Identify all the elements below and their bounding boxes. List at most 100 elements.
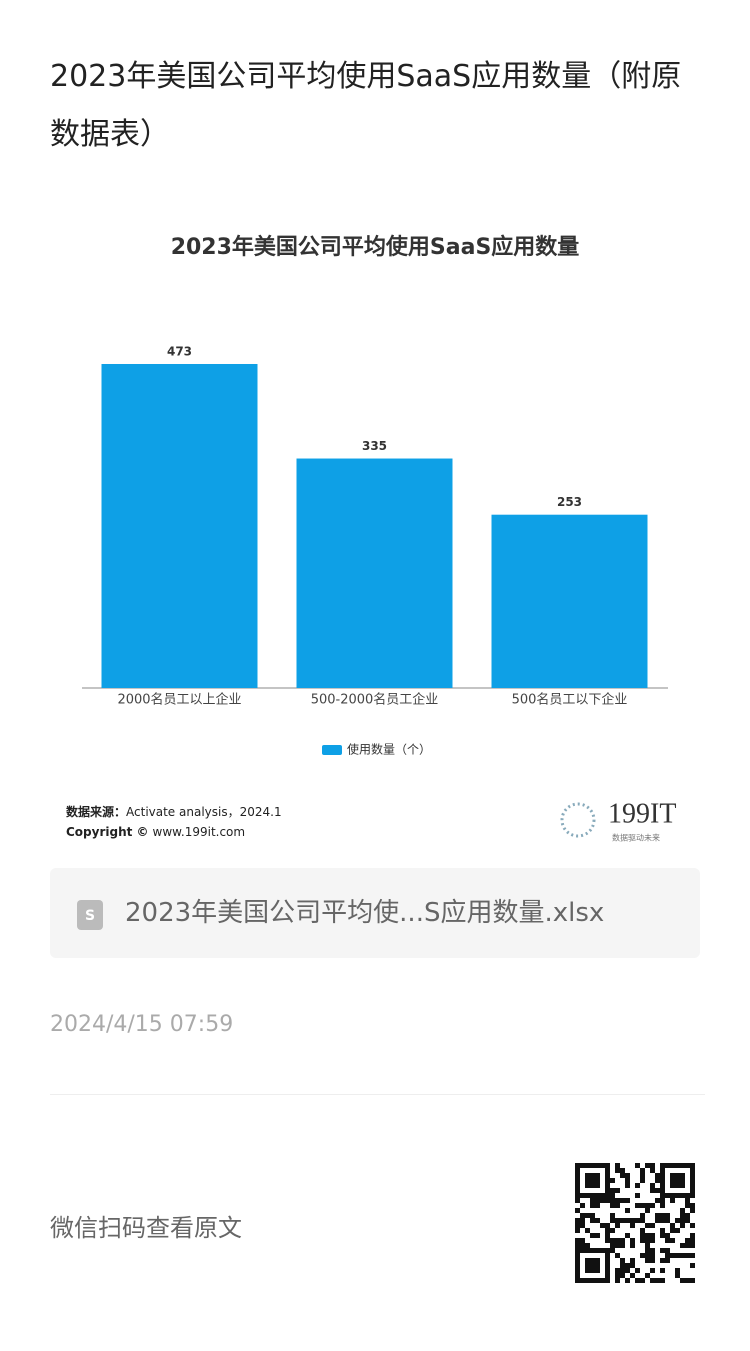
- qr-cell: [660, 1268, 665, 1273]
- qr-cell: [630, 1218, 635, 1223]
- logo-slogan: 数据驱动未来: [612, 833, 660, 843]
- qr-cell: [620, 1273, 625, 1278]
- qr-cell: [645, 1258, 650, 1263]
- qr-finder: [575, 1248, 610, 1283]
- qr-cell: [635, 1193, 640, 1198]
- qr-cell: [690, 1233, 695, 1238]
- legend-label: 使用数量（个）: [347, 742, 431, 757]
- qr-cell: [625, 1263, 630, 1268]
- qr-cell: [640, 1238, 645, 1243]
- file-icon: S: [77, 900, 103, 930]
- qr-cell: [610, 1203, 615, 1208]
- qr-cell: [615, 1198, 620, 1203]
- qr-cell: [650, 1258, 655, 1263]
- qr-cell: [625, 1178, 630, 1183]
- qr-cell: [690, 1223, 695, 1228]
- qr-cell: [645, 1163, 650, 1168]
- logo-text: 199IT: [608, 798, 676, 829]
- qr-cell: [660, 1258, 665, 1263]
- qr-cell: [685, 1213, 690, 1218]
- qr-cell: [575, 1223, 580, 1228]
- qr-finder: [670, 1173, 685, 1188]
- qr-cell: [655, 1213, 660, 1218]
- qr-cell: [620, 1258, 625, 1263]
- qr-cell: [650, 1203, 655, 1208]
- qr-cell: [630, 1238, 635, 1243]
- qr-cell: [680, 1218, 685, 1223]
- qr-cell: [640, 1168, 645, 1173]
- qr-cell: [610, 1248, 615, 1253]
- qr-cell: [585, 1243, 590, 1248]
- qr-cell: [645, 1208, 650, 1213]
- qr-cell: [670, 1238, 675, 1243]
- qr-cell: [580, 1223, 585, 1228]
- qr-cell: [585, 1213, 590, 1218]
- qr-cell: [645, 1238, 650, 1243]
- qr-cell: [660, 1228, 665, 1233]
- qr-cell: [580, 1213, 585, 1218]
- qr-cell: [685, 1238, 690, 1243]
- qr-cell: [575, 1228, 580, 1233]
- qr-cell: [675, 1228, 680, 1233]
- qr-cell: [595, 1233, 600, 1238]
- qr-cell: [610, 1238, 615, 1243]
- qr-cell: [635, 1268, 640, 1273]
- value-label: 253: [557, 495, 582, 509]
- qr-cell: [690, 1238, 695, 1243]
- x-tick-label: 500名员工以下企业: [512, 692, 628, 708]
- qr-cell: [610, 1213, 615, 1218]
- qr-cell: [685, 1218, 690, 1223]
- qr-cell: [615, 1223, 620, 1228]
- qr-cell: [625, 1233, 630, 1238]
- qr-cell: [610, 1188, 615, 1193]
- qr-cell: [575, 1198, 580, 1203]
- qr-cell: [615, 1278, 620, 1283]
- qr-cell: [575, 1218, 580, 1223]
- file-card[interactable]: S 2023年美国公司平均使...S应用数量.xlsx: [50, 868, 700, 958]
- qr-cell: [650, 1168, 655, 1173]
- qr-cell: [675, 1268, 680, 1273]
- qr-cell: [690, 1208, 695, 1213]
- qr-cell: [620, 1268, 625, 1273]
- qr-cell: [685, 1198, 690, 1203]
- qr-cell: [665, 1238, 670, 1243]
- qr-cell: [615, 1273, 620, 1278]
- qr-cell: [645, 1243, 650, 1248]
- qr-cell: [650, 1268, 655, 1273]
- qr-cell: [640, 1213, 645, 1218]
- qr-cell: [655, 1218, 660, 1223]
- qr-cell: [645, 1273, 650, 1278]
- footer-text: 微信扫码查看原文: [50, 1214, 242, 1242]
- qr-cell: [625, 1268, 630, 1273]
- qr-cell: [580, 1243, 585, 1248]
- qr-cell: [590, 1233, 595, 1238]
- qr-cell: [640, 1278, 645, 1283]
- bar: [296, 458, 453, 688]
- qr-cell: [690, 1263, 695, 1268]
- qr-cell: [670, 1223, 675, 1228]
- qr-cell: [650, 1248, 655, 1253]
- qr-code: [575, 1163, 695, 1283]
- qr-cell: [625, 1183, 630, 1188]
- qr-cell: [635, 1183, 640, 1188]
- qr-cell: [615, 1243, 620, 1248]
- source-label: 数据来源：: [66, 804, 126, 819]
- qr-cell: [665, 1248, 670, 1253]
- qr-cell: [635, 1218, 640, 1223]
- qr-cell: [680, 1253, 685, 1258]
- qr-cell: [685, 1203, 690, 1208]
- qr-cell: [605, 1198, 610, 1203]
- qr-cell: [655, 1178, 660, 1183]
- qr-cell: [630, 1243, 635, 1248]
- qr-cell: [660, 1218, 665, 1223]
- qr-cell: [620, 1168, 625, 1173]
- qr-cell: [660, 1213, 665, 1218]
- qr-cell: [665, 1253, 670, 1258]
- chart: 2023年美国公司平均使用SaaS应用数量 数据来源：Activate anal…: [66, 234, 676, 843]
- legend-swatch: [322, 745, 342, 755]
- qr-cell: [610, 1178, 615, 1183]
- qr-cell: [610, 1198, 615, 1203]
- qr-cell: [595, 1203, 600, 1208]
- qr-cell: [650, 1278, 655, 1283]
- qr-cell: [625, 1198, 630, 1203]
